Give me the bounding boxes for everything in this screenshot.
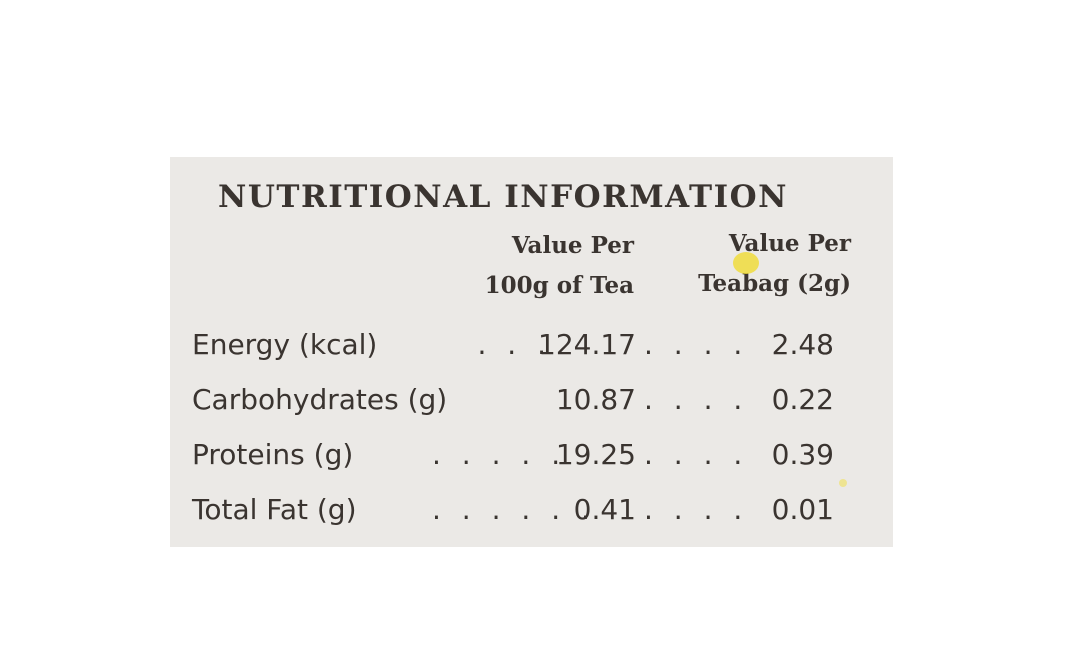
value-per-100g: 0.41 bbox=[573, 493, 636, 526]
label-title: NUTRITIONAL INFORMATION bbox=[218, 179, 788, 215]
column-header-line: Value Per bbox=[511, 232, 634, 259]
value-per-teabag: 0.01 bbox=[771, 493, 834, 526]
column-header-per-100g: Value Per 100g of Tea bbox=[432, 226, 634, 306]
leader-dots: . . . bbox=[477, 328, 552, 361]
value-per-teabag: 0.22 bbox=[771, 383, 834, 416]
yellow-speck bbox=[839, 479, 847, 487]
leader-dots: . . . . . bbox=[432, 438, 567, 471]
value-per-100g: 19.25 bbox=[555, 438, 636, 471]
nutrition-label: NUTRITIONAL INFORMATION Value Per 100g o… bbox=[170, 157, 893, 547]
nutrient-name: Energy (kcal) bbox=[192, 328, 378, 361]
value-per-teabag: 0.39 bbox=[771, 438, 834, 471]
value-per-100g: 124.17 bbox=[538, 328, 636, 361]
yellow-smudge bbox=[733, 252, 759, 274]
leader-dots: . . . . bbox=[644, 438, 749, 471]
leader-dots: . . . . bbox=[644, 383, 749, 416]
nutrient-row-total-fat: Total Fat (g) . . . . . . 0.41 . . . . 0… bbox=[192, 488, 842, 532]
leader-dots: . . . . bbox=[644, 493, 749, 526]
value-per-100g: 10.87 bbox=[555, 383, 636, 416]
nutrient-name: Carbohydrates (g) bbox=[192, 383, 448, 416]
column-header-line: 100g of Tea bbox=[484, 272, 634, 299]
value-per-teabag: 2.48 bbox=[771, 328, 834, 361]
nutrient-name: Proteins (g) bbox=[192, 438, 354, 471]
nutrient-name: Total Fat (g) bbox=[192, 493, 357, 526]
nutrient-row-energy: Energy (kcal) . . . 124.17 . . . . 2.48 bbox=[192, 323, 842, 367]
nutrient-row-proteins: Proteins (g) . . . . . 19.25 . . . . 0.3… bbox=[192, 433, 842, 477]
column-header-line: Teabag (2g) bbox=[698, 270, 851, 297]
leader-dots: . . . . bbox=[644, 328, 749, 361]
nutrient-row-carbohydrates: Carbohydrates (g) 10.87 . . . . 0.22 bbox=[192, 378, 842, 422]
